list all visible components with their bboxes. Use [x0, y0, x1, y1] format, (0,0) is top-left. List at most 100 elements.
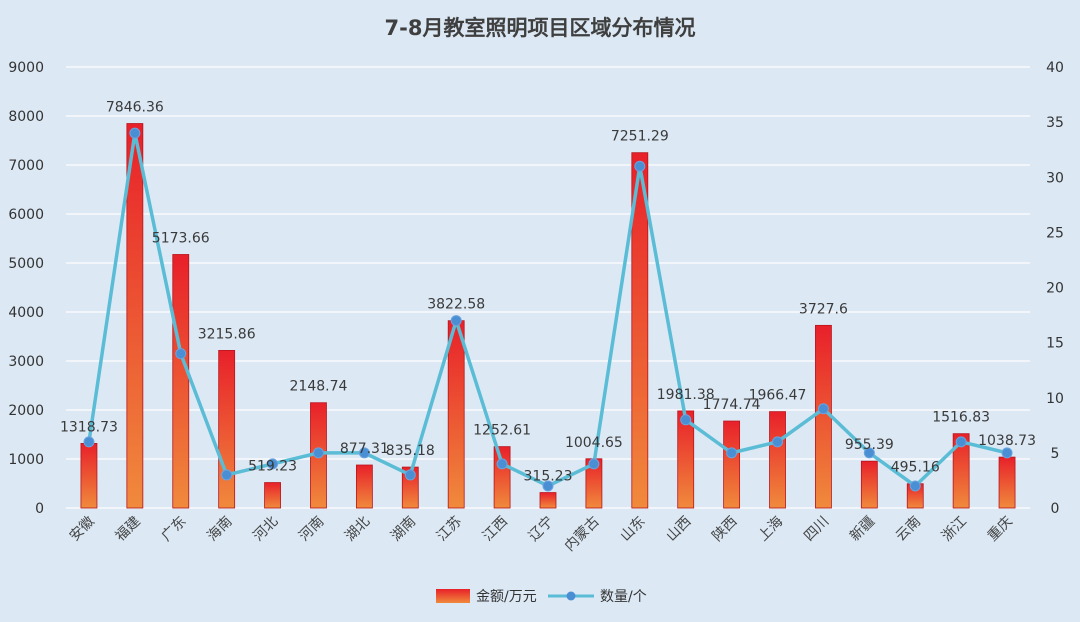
- category-label: 陕西: [709, 514, 740, 545]
- line-point: [221, 469, 233, 481]
- bar-value-label: 1038.73: [978, 433, 1036, 449]
- legend: 金额/万元 数量/个: [436, 589, 647, 605]
- category-label: 河北: [250, 514, 281, 545]
- bar-value-label: 877.31: [340, 441, 389, 457]
- left-tick-label: 1000: [8, 452, 44, 468]
- category-label: 江苏: [434, 514, 465, 545]
- legend-bar-label: 金额/万元: [476, 589, 537, 605]
- line-point: [1001, 447, 1013, 459]
- line-point: [267, 458, 279, 470]
- category-label: 重庆: [985, 514, 1016, 545]
- bar: [860, 460, 878, 509]
- category-label: 江西: [480, 514, 511, 545]
- line-point: [312, 447, 324, 459]
- line-point: [588, 458, 600, 470]
- left-axis-ticks: 0 1000 2000 3000 4000 5000 6000 7000 8000 9000: [8, 60, 44, 517]
- line-point: [680, 414, 692, 426]
- bar: [172, 254, 190, 509]
- bar-value-label: 3727.6: [799, 301, 848, 317]
- bar: [998, 456, 1016, 509]
- category-label: 湖北: [342, 514, 373, 545]
- chart-title: 7-8月教室照明项目区域分布情况: [385, 16, 696, 40]
- line-point: [129, 127, 141, 139]
- category-label: 山西: [663, 514, 694, 545]
- bar-value-label: 1981.38: [657, 387, 715, 403]
- category-labels: 安徽 福建 广东 海南 河北 河南 湖北 湖南 江苏 江西 辽宁 内蒙古 山东 山西 陕西 上海 四川 新疆 云南浙…: [67, 513, 1016, 555]
- line-point: [772, 436, 784, 448]
- left-tick-label: 5000: [8, 256, 44, 272]
- bar-value-label: 1004.65: [565, 435, 623, 451]
- left-tick-label: 9000: [8, 60, 44, 76]
- bar: [126, 123, 144, 509]
- left-tick-label: 8000: [8, 109, 44, 125]
- bar-value-label: 835.18: [386, 443, 435, 459]
- bar-value-label: 955.39: [845, 437, 894, 453]
- right-tick-label: 35: [1046, 115, 1064, 131]
- bar-value-label: 315.23: [524, 469, 573, 485]
- left-tick-label: 4000: [8, 305, 44, 321]
- right-tick-label: 10: [1046, 391, 1064, 407]
- line-point: [726, 447, 738, 459]
- bar: [355, 464, 373, 509]
- line-point: [817, 403, 829, 415]
- bar-value-label: 519.23: [248, 459, 297, 475]
- bar-value-label: 3215.86: [198, 326, 256, 342]
- bar-value-label: 2148.74: [290, 379, 348, 395]
- line-point: [450, 315, 462, 327]
- bar: [493, 446, 511, 509]
- category-label: 四川: [801, 514, 832, 545]
- bar: [80, 442, 98, 509]
- category-label: 河南: [296, 514, 327, 545]
- line-point: [496, 458, 508, 470]
- data-labels: 1318.73 7846.36 5173.66 3215.86 519.23 2148.7…: [60, 100, 1036, 485]
- category-label: 海南: [204, 514, 235, 545]
- left-tick-label: 3000: [8, 354, 44, 370]
- bar-value-label: 1318.73: [60, 419, 118, 435]
- category-label: 上海: [755, 514, 786, 545]
- category-label: 安徽: [67, 514, 98, 545]
- line-point: [863, 447, 875, 459]
- legend-line-label: 数量/个: [600, 589, 647, 605]
- category-label: 山东: [618, 514, 649, 545]
- category-label: 福建: [113, 514, 144, 545]
- line-series: [83, 127, 1013, 492]
- bar: [723, 420, 741, 509]
- right-axis-ticks: 0 5 10 15 20 25 30 35 40: [1046, 60, 1064, 517]
- category-label: 湖南: [388, 514, 419, 545]
- right-tick-label: 0: [1051, 501, 1060, 517]
- bar-value-label: 7846.36: [106, 100, 164, 116]
- left-tick-label: 0: [35, 501, 44, 517]
- category-label: 广东: [158, 514, 189, 545]
- bar-value-label: 7251.29: [611, 129, 669, 145]
- bar: [952, 433, 970, 509]
- category-label: 辽宁: [525, 513, 557, 545]
- bar-value-label: 1516.83: [932, 410, 990, 426]
- right-tick-label: 15: [1046, 336, 1064, 352]
- line-point: [542, 480, 554, 492]
- line-point: [909, 480, 921, 492]
- line-point: [83, 436, 95, 448]
- bar: [769, 411, 786, 509]
- line-point: [955, 436, 967, 448]
- bar: [218, 350, 236, 509]
- bar: [447, 320, 465, 509]
- legend-line-marker: [566, 591, 576, 601]
- left-tick-label: 2000: [8, 403, 44, 419]
- bar: [539, 492, 557, 509]
- bar-value-label: 495.16: [891, 460, 940, 476]
- right-tick-label: 30: [1046, 170, 1064, 186]
- right-tick-label: 40: [1046, 60, 1064, 76]
- left-tick-label: 7000: [8, 158, 44, 174]
- category-label: 云南: [893, 514, 924, 545]
- bar-value-label: 1774.74: [703, 397, 761, 413]
- line-point: [634, 160, 646, 172]
- bar-value-label: 5173.66: [152, 230, 210, 246]
- category-label: 浙江: [939, 514, 970, 545]
- bar-value-label: 1252.61: [473, 423, 531, 439]
- right-tick-label: 25: [1046, 225, 1064, 241]
- bar: [631, 152, 649, 509]
- category-label: 内蒙古: [562, 514, 603, 555]
- right-tick-label: 20: [1046, 281, 1064, 297]
- legend-bar-swatch: [436, 589, 470, 603]
